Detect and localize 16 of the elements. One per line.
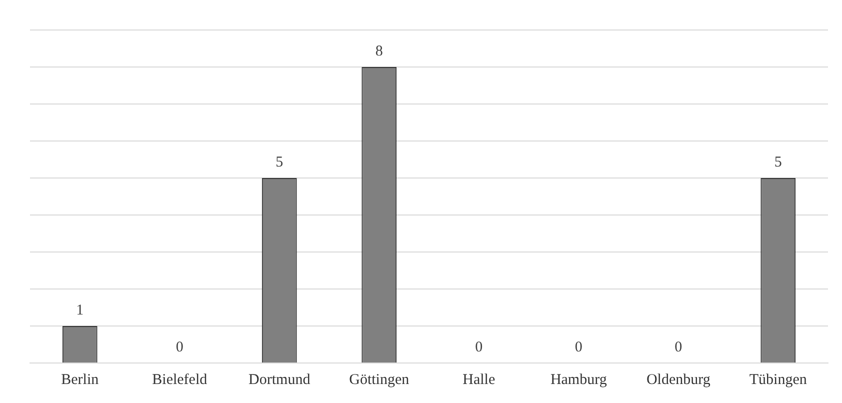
data-label: 5 [276,154,284,170]
x-tick-label: Oldenburg [646,372,711,388]
x-tick-label: Göttingen [349,372,410,388]
x-tick-label: Halle [462,372,496,388]
data-label: 0 [475,339,483,356]
x-tick-label: Hamburg [550,372,608,388]
x-tick-label: Berlin [61,372,100,388]
data-label: 0 [574,339,582,356]
x-tick-label: Tübingen [749,372,808,388]
data-label: 8 [375,43,383,60]
data-label: 0 [674,339,682,356]
data-label: 5 [774,154,782,170]
x-tick-label: Bielefeld [152,372,208,388]
data-label: 0 [176,339,184,356]
x-tick-label: Dortmund [248,372,311,388]
data-label: 1 [76,302,84,318]
